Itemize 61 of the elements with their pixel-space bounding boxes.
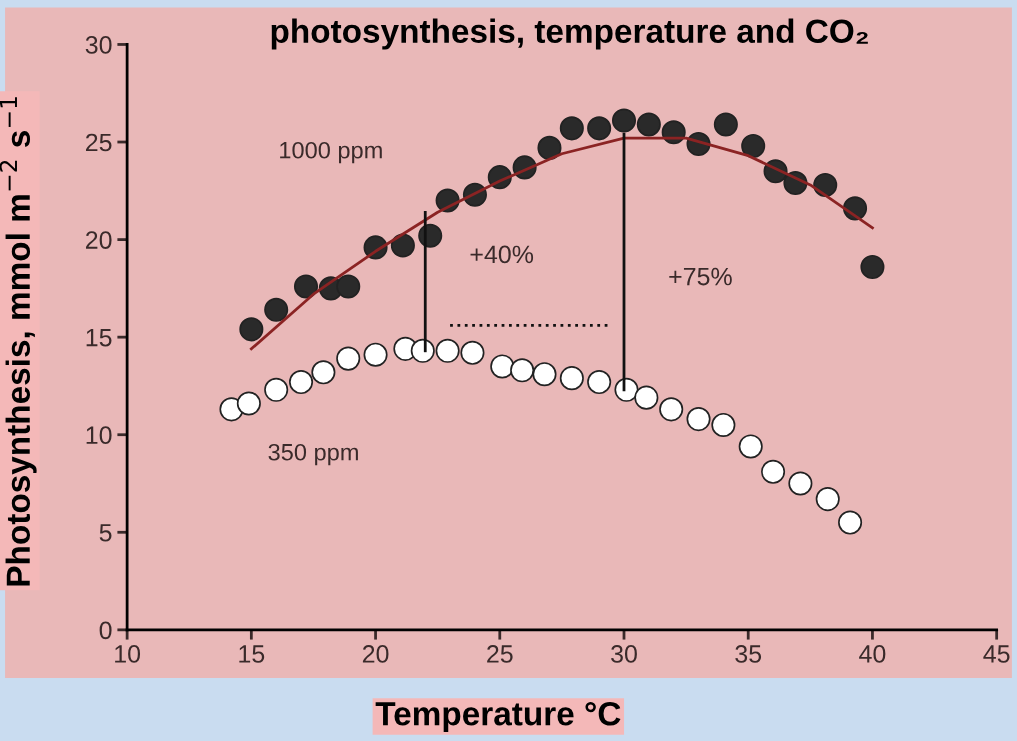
point <box>236 391 261 416</box>
point <box>510 358 535 383</box>
point <box>815 487 840 512</box>
y-tick-label: 5 <box>99 524 112 542</box>
x-tick-label: 15 <box>239 645 265 663</box>
point <box>532 362 557 387</box>
x-tick-label: 45 <box>983 645 1010 663</box>
x-tick-label: 40 <box>859 645 886 663</box>
point <box>634 385 659 410</box>
point <box>435 338 460 363</box>
point <box>659 397 684 422</box>
point <box>636 112 661 137</box>
y-axis-title: Photosynthesis, mmol m$^{−2}$ s$^{−1}$ <box>0 97 37 586</box>
point <box>410 338 435 363</box>
point <box>611 108 637 133</box>
point <box>713 112 738 137</box>
point <box>363 342 388 367</box>
y-tick-label: 15 <box>86 329 112 347</box>
point <box>761 459 786 484</box>
point <box>264 377 289 402</box>
x-tick-label: 20 <box>362 645 389 663</box>
point <box>686 407 711 432</box>
point <box>336 346 361 371</box>
point <box>537 135 562 160</box>
point <box>711 412 736 437</box>
point <box>264 297 289 322</box>
point <box>288 370 314 395</box>
y-tick-label: 10 <box>86 426 112 445</box>
x-axis-title: Temperature °C <box>375 701 621 733</box>
x-tick-label: 30 <box>611 645 637 663</box>
point <box>587 116 612 141</box>
y-tick-label: 25 <box>85 133 112 152</box>
point <box>741 133 766 158</box>
point <box>239 317 264 342</box>
x-tick-label: 10 <box>115 645 141 663</box>
point <box>788 471 813 496</box>
point <box>311 360 336 385</box>
point <box>559 116 584 141</box>
y-tick-label: 0 <box>99 621 112 640</box>
point <box>559 366 584 391</box>
point <box>490 354 515 379</box>
point <box>460 340 485 365</box>
point <box>860 254 885 279</box>
point <box>587 370 612 395</box>
y-tick-label: 20 <box>85 231 112 249</box>
point <box>838 510 863 535</box>
point <box>390 233 415 258</box>
point <box>738 434 763 459</box>
x-tick-label: 35 <box>735 645 762 663</box>
chart-title: photosynthesis, temperature and CO₂ <box>271 18 868 50</box>
x-tick-label: 25 <box>487 645 513 663</box>
text: 1000 ppm <box>280 141 382 164</box>
point <box>293 274 319 299</box>
point <box>614 377 639 402</box>
series-label: 350 ppm <box>268 443 358 466</box>
annotation: +40% <box>470 245 534 264</box>
point <box>336 274 361 299</box>
y-tick-label: 30 <box>85 36 112 54</box>
line-series <box>249 136 874 351</box>
point <box>813 172 838 197</box>
annotation: +75% <box>669 267 732 286</box>
